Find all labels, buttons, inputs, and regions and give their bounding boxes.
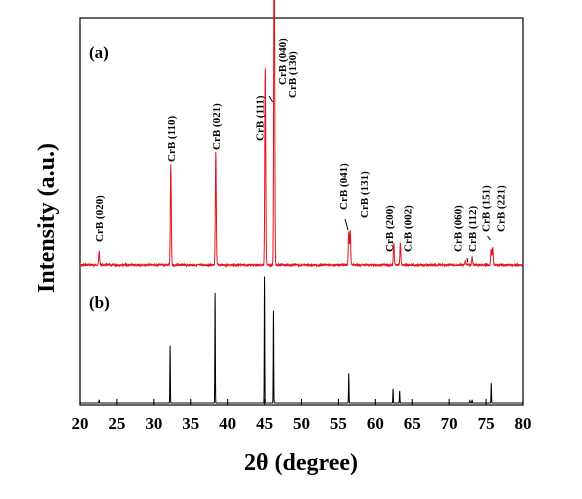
x-tick-label: 80 (515, 414, 532, 433)
peak-label: CrB (060) (452, 205, 464, 252)
pattern-b-line (80, 276, 523, 404)
peak-label: CrB (200) (384, 205, 396, 252)
peak-label: CrB (021) (211, 103, 223, 150)
panel-label-a: (a) (89, 43, 109, 62)
x-tick-label: 25 (108, 414, 125, 433)
x-tick-label: 45 (256, 414, 273, 433)
label-arrow (466, 257, 469, 263)
y-axis-title: Intensity (a.u.) (34, 143, 60, 293)
label-arrow (487, 235, 491, 241)
x-tick-label: 55 (330, 414, 347, 433)
pattern-b (80, 276, 523, 404)
peak-label: CrB (151) (480, 185, 492, 232)
x-tick-label: 75 (478, 414, 495, 433)
peak-label: CrB (040) (277, 38, 289, 85)
label-arrow (268, 95, 274, 103)
peak-label: CrB (112) (467, 206, 479, 252)
label-arrow (344, 218, 349, 231)
x-tick-label: 30 (145, 414, 162, 433)
peak-label: CrB (041) (338, 163, 350, 210)
panel-label-b: (b) (89, 293, 110, 312)
peak-label: CrB (002) (402, 205, 414, 252)
peak-label: CrB (221) (496, 185, 508, 232)
x-axis-title: 2θ (degree) (244, 450, 358, 476)
x-axis-tick-labels: 20 25 30 35 40 45 50 55 60 65 70 75 80 (72, 414, 532, 433)
pattern-a (79, 0, 524, 268)
peak-label: CrB (020) (94, 195, 106, 242)
peak-label: CrB (110) (166, 116, 178, 162)
x-tick-label: 20 (72, 414, 89, 433)
x-tick-label: 40 (219, 414, 236, 433)
peak-label: CrB (131) (359, 171, 371, 218)
peak-label: CrB (111) (254, 95, 266, 141)
peak-labels: CrB (020) CrB (110) CrB (021) CrB (111) CrB … (94, 38, 508, 263)
x-tick-label: 50 (293, 414, 310, 433)
x-tick-label: 35 (182, 414, 199, 433)
pattern-a-line (79, 0, 524, 268)
x-axis-ticks (79, 399, 524, 405)
x-tick-label: 70 (441, 414, 458, 433)
x-tick-label: 65 (404, 414, 421, 433)
x-tick-label: 60 (367, 414, 384, 433)
peak-label: CrB (130) (287, 51, 299, 98)
